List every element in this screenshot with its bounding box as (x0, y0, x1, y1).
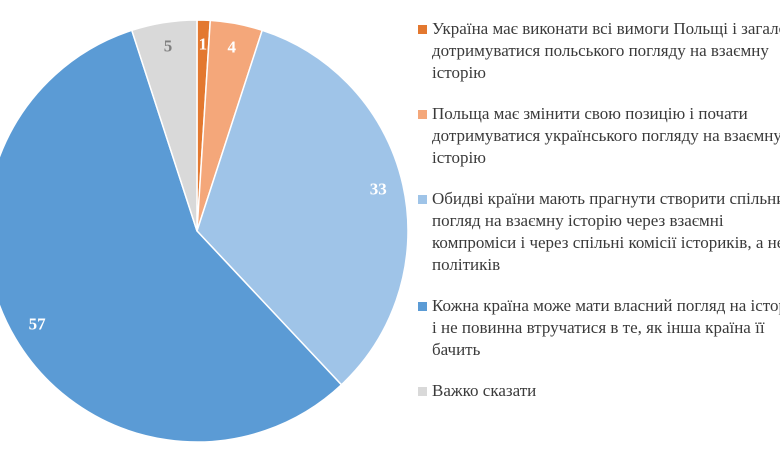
legend-item: Польща має змінити свою позицію і почати… (418, 103, 780, 169)
data-label: 57 (29, 314, 47, 333)
legend-item: Кожна країна може мати власний погляд на… (418, 295, 780, 361)
legend-item: Обидві країни мають прагнути створити сп… (418, 188, 780, 276)
legend-label: Важко сказати (432, 381, 537, 400)
legend-swatch (418, 25, 427, 34)
legend-item: Україна має виконати всі вимоги Польщі і… (418, 18, 780, 84)
legend-label: Польща має змінити свою позицію і почати… (432, 104, 780, 167)
legend: Україна має виконати всі вимоги Польщі і… (418, 18, 780, 421)
legend-swatch (418, 195, 427, 204)
legend-item: Важко сказати (418, 380, 780, 402)
legend-swatch (418, 110, 427, 119)
legend-swatch (418, 302, 427, 311)
legend-label: Україна має виконати всі вимоги Польщі і… (432, 19, 780, 82)
legend-swatch (418, 387, 427, 396)
data-label: 33 (370, 179, 387, 198)
pie-area: 1 4 33 57 5 (0, 19, 409, 443)
data-label: 4 (228, 38, 237, 57)
pie-slice (0, 29, 343, 443)
legend-label: Обидві країни мають прагнути створити сп… (432, 189, 780, 274)
legend-label: Кожна країна може мати власний погляд на… (432, 296, 780, 359)
pie-slice (196, 29, 409, 386)
pie-slice (130, 19, 198, 232)
data-label: 1 (199, 34, 208, 53)
data-label: 5 (164, 37, 173, 56)
